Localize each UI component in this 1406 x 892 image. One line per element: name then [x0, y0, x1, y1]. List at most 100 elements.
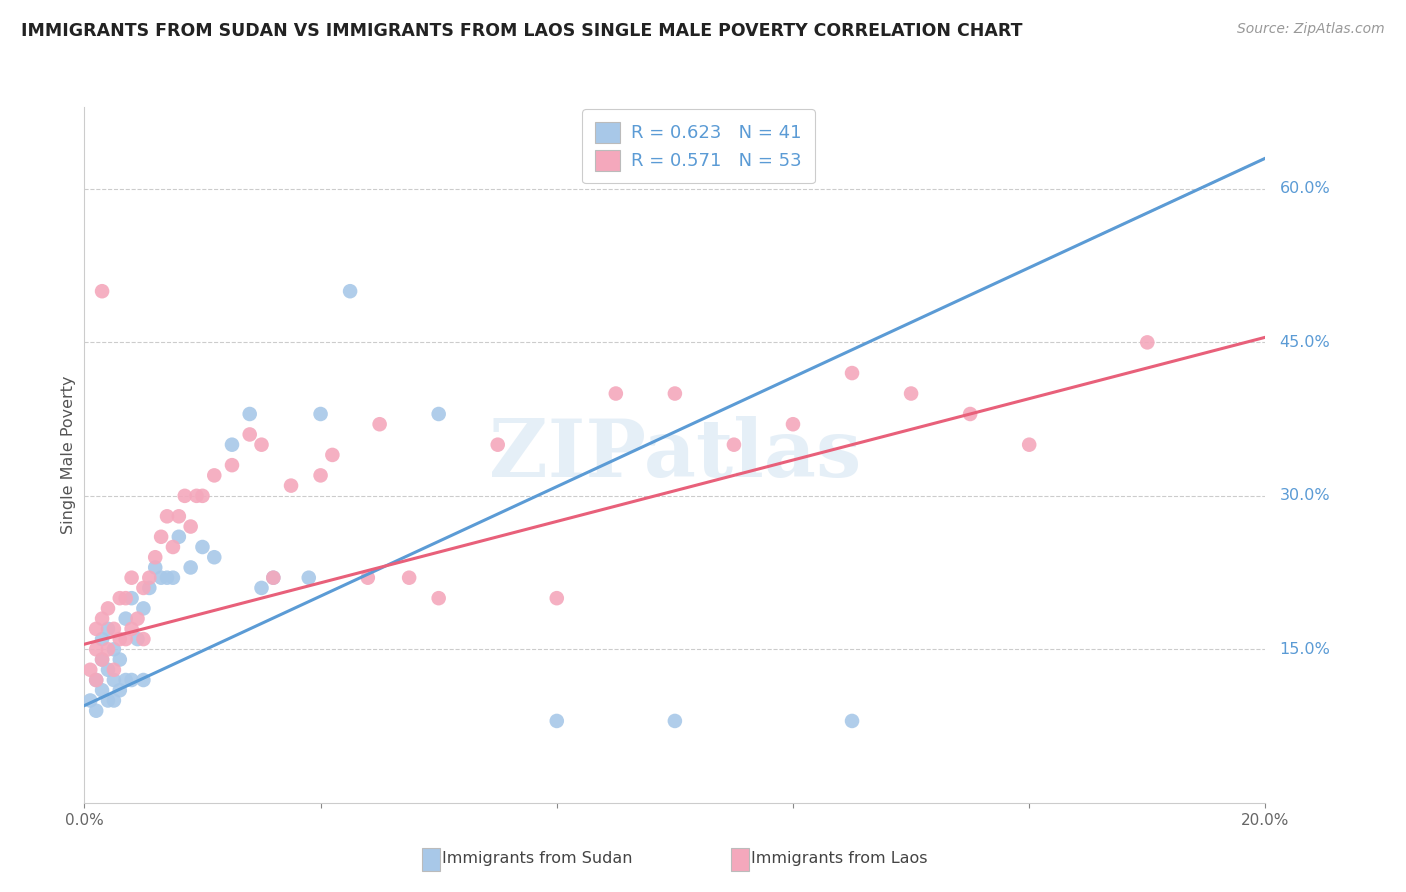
Point — [664, 386, 686, 401]
Point — [239, 407, 262, 421]
Point — [605, 386, 627, 401]
Point — [143, 560, 166, 574]
Point — [357, 571, 380, 585]
Point — [91, 683, 114, 698]
Text: 45.0%: 45.0% — [1279, 334, 1330, 350]
Point — [108, 652, 131, 666]
Point — [108, 683, 131, 698]
Point — [841, 714, 863, 728]
Point — [132, 632, 155, 646]
Point — [84, 704, 107, 718]
Point — [91, 612, 114, 626]
Point — [103, 663, 125, 677]
Point — [97, 622, 120, 636]
Point — [191, 540, 214, 554]
Point — [180, 519, 202, 533]
Point — [546, 714, 568, 728]
Point — [150, 530, 173, 544]
Point — [127, 632, 149, 646]
Point — [167, 530, 190, 544]
Point — [84, 673, 107, 687]
Point — [138, 571, 160, 585]
Point — [91, 632, 114, 646]
Point — [202, 550, 225, 565]
Point — [202, 468, 225, 483]
Point — [221, 438, 243, 452]
Point — [84, 673, 107, 687]
Point — [132, 581, 155, 595]
Point — [309, 468, 332, 483]
Point — [114, 612, 136, 626]
Point — [103, 642, 125, 657]
Point — [114, 632, 136, 646]
Point — [427, 591, 450, 606]
Point — [186, 489, 208, 503]
Point — [162, 540, 184, 554]
Point — [91, 652, 114, 666]
Point — [221, 458, 243, 472]
Point — [97, 693, 120, 707]
Point — [103, 622, 125, 636]
Text: 30.0%: 30.0% — [1279, 488, 1330, 503]
Point — [121, 622, 143, 636]
Point — [427, 407, 450, 421]
Text: ZIPatlas: ZIPatlas — [489, 416, 860, 494]
Point — [664, 714, 686, 728]
Point — [108, 591, 131, 606]
Point — [162, 571, 184, 585]
Point — [298, 571, 321, 585]
Point — [250, 581, 273, 595]
Text: 15.0%: 15.0% — [1279, 642, 1330, 657]
Text: Source: ZipAtlas.com: Source: ZipAtlas.com — [1237, 22, 1385, 37]
Point — [250, 438, 273, 452]
Point — [79, 663, 101, 677]
Point — [173, 489, 195, 503]
Point — [1018, 438, 1040, 452]
Point — [262, 571, 284, 585]
Point — [143, 550, 166, 565]
Point — [398, 571, 420, 585]
Point — [108, 632, 131, 646]
Point — [138, 581, 160, 595]
Point — [180, 560, 202, 574]
Point — [841, 366, 863, 380]
Point — [132, 673, 155, 687]
Point — [239, 427, 262, 442]
Point — [97, 663, 120, 677]
Point — [167, 509, 190, 524]
Point — [103, 693, 125, 707]
Text: Immigrants from Laos: Immigrants from Laos — [751, 852, 928, 866]
Point — [127, 612, 149, 626]
Point — [1136, 335, 1159, 350]
Point — [191, 489, 214, 503]
Y-axis label: Single Male Poverty: Single Male Poverty — [60, 376, 76, 534]
Point — [84, 622, 107, 636]
Point — [782, 417, 804, 432]
Point — [132, 601, 155, 615]
Point — [79, 693, 101, 707]
Point — [959, 407, 981, 421]
Point — [339, 284, 361, 298]
Point — [121, 571, 143, 585]
Point — [546, 591, 568, 606]
Point — [97, 642, 120, 657]
Point — [121, 591, 143, 606]
Point — [121, 673, 143, 687]
Point — [723, 438, 745, 452]
Point — [368, 417, 391, 432]
Point — [84, 642, 107, 657]
Point — [486, 438, 509, 452]
Point — [156, 571, 179, 585]
Point — [309, 407, 332, 421]
Point — [280, 478, 302, 492]
Point — [114, 673, 136, 687]
Point — [321, 448, 343, 462]
Point — [900, 386, 922, 401]
Point — [91, 652, 114, 666]
Text: 60.0%: 60.0% — [1279, 181, 1330, 196]
Text: IMMIGRANTS FROM SUDAN VS IMMIGRANTS FROM LAOS SINGLE MALE POVERTY CORRELATION CH: IMMIGRANTS FROM SUDAN VS IMMIGRANTS FROM… — [21, 22, 1022, 40]
Point — [103, 673, 125, 687]
Point — [114, 591, 136, 606]
Point — [262, 571, 284, 585]
Point — [91, 284, 114, 298]
